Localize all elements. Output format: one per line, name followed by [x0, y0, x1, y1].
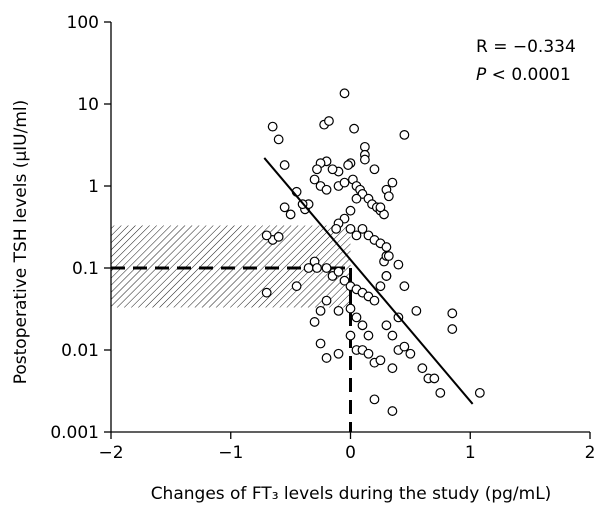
data-point: [359, 141, 370, 152]
data-point: [359, 154, 370, 165]
data-point: [357, 223, 368, 234]
data-point: [351, 230, 362, 241]
data-point: [447, 324, 458, 334]
y-tick-label: 1: [88, 177, 99, 197]
data-point: [345, 223, 356, 234]
data-point: [381, 271, 392, 281]
data-points: [261, 88, 485, 416]
data-point: [333, 305, 344, 316]
p-label: P: [476, 65, 487, 85]
data-point: [405, 348, 416, 359]
y-axis-title: Postoperative TSH levels (μIU/ml): [11, 100, 31, 385]
y-tick-label: 0.1: [72, 259, 99, 279]
data-point: [345, 303, 356, 314]
data-point: [387, 363, 398, 374]
data-point: [315, 305, 326, 316]
data-point: [312, 263, 322, 273]
data-point: [369, 394, 380, 405]
data-point: [339, 88, 350, 99]
data-point: [363, 348, 374, 359]
regression-line: [263, 157, 474, 405]
data-point: [303, 263, 314, 273]
data-point: [369, 295, 380, 306]
data-point: [399, 281, 410, 292]
data-point: [387, 406, 398, 416]
x-tick-label: 1: [465, 443, 476, 463]
data-point: [324, 116, 334, 126]
data-point: [383, 191, 394, 202]
y-tick-label: 0.01: [61, 341, 99, 361]
y-tick-label: 0.001: [50, 423, 99, 443]
data-point: [357, 320, 368, 331]
data-point: [285, 209, 296, 220]
y-tick-label: 100: [67, 13, 99, 33]
data-point: [393, 259, 404, 270]
data-point: [447, 308, 458, 319]
x-tick-label: −1: [218, 443, 243, 463]
data-point: [474, 387, 485, 398]
data-point: [339, 275, 350, 286]
data-point: [351, 193, 362, 204]
data-point: [321, 184, 332, 195]
data-point: [309, 317, 320, 327]
data-point: [339, 177, 350, 188]
y-ticks: 0.001 0.01 0.1 1 10 100: [50, 13, 111, 443]
data-point: [261, 287, 272, 298]
data-point: [375, 355, 386, 366]
data-point: [321, 295, 332, 306]
data-point: [345, 205, 356, 216]
data-point: [363, 330, 374, 341]
data-point: [321, 263, 332, 273]
data-point: [327, 164, 338, 175]
p-value-annotation: P < 0.0001: [476, 65, 571, 85]
data-point: [381, 320, 392, 331]
data-point: [387, 330, 398, 341]
data-point: [261, 230, 272, 241]
data-point: [345, 330, 356, 341]
data-point: [279, 160, 290, 170]
data-point: [399, 341, 410, 352]
r-value-annotation: R = −0.334: [476, 37, 576, 57]
x-tick-label: 2: [585, 443, 596, 463]
data-point: [369, 164, 380, 175]
x-axis-title: Changes of FT₃ levels during the study (…: [151, 484, 552, 504]
data-point: [411, 305, 422, 316]
data-point: [321, 353, 332, 363]
data-point: [343, 160, 354, 170]
p-value-text: < 0.0001: [486, 65, 571, 85]
data-point: [429, 373, 440, 384]
data-point: [331, 223, 342, 234]
y-tick-label: 10: [77, 95, 99, 115]
data-point: [315, 338, 326, 349]
data-point: [333, 266, 344, 277]
data-point: [333, 348, 344, 359]
data-point: [417, 363, 428, 374]
data-point: [267, 121, 278, 132]
x-ticks: −2 −1 0 1 2: [98, 432, 595, 463]
x-tick-label: 0: [345, 443, 356, 463]
data-point: [279, 202, 290, 213]
data-point: [375, 202, 386, 213]
data-point: [435, 387, 446, 398]
x-tick-label: −2: [98, 443, 123, 463]
data-point: [312, 164, 322, 175]
data-point: [387, 177, 398, 188]
data-point: [351, 312, 362, 323]
data-point: [309, 174, 320, 185]
data-point: [291, 281, 302, 292]
data-point: [399, 129, 410, 140]
data-point: [375, 281, 386, 292]
data-point: [273, 231, 284, 242]
data-point: [273, 134, 284, 145]
data-point: [381, 242, 392, 252]
data-point: [383, 251, 394, 261]
data-point: [349, 123, 359, 134]
